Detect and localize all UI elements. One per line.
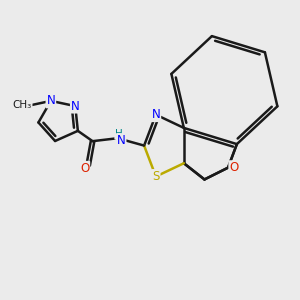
Text: S: S [152,170,160,183]
Text: CH₃: CH₃ [12,100,32,110]
Text: N: N [117,134,125,147]
Text: O: O [80,162,89,175]
Text: N: N [46,94,55,107]
Text: O: O [229,161,239,174]
Text: H: H [115,129,123,139]
Text: N: N [71,100,80,112]
Text: N: N [152,108,160,121]
